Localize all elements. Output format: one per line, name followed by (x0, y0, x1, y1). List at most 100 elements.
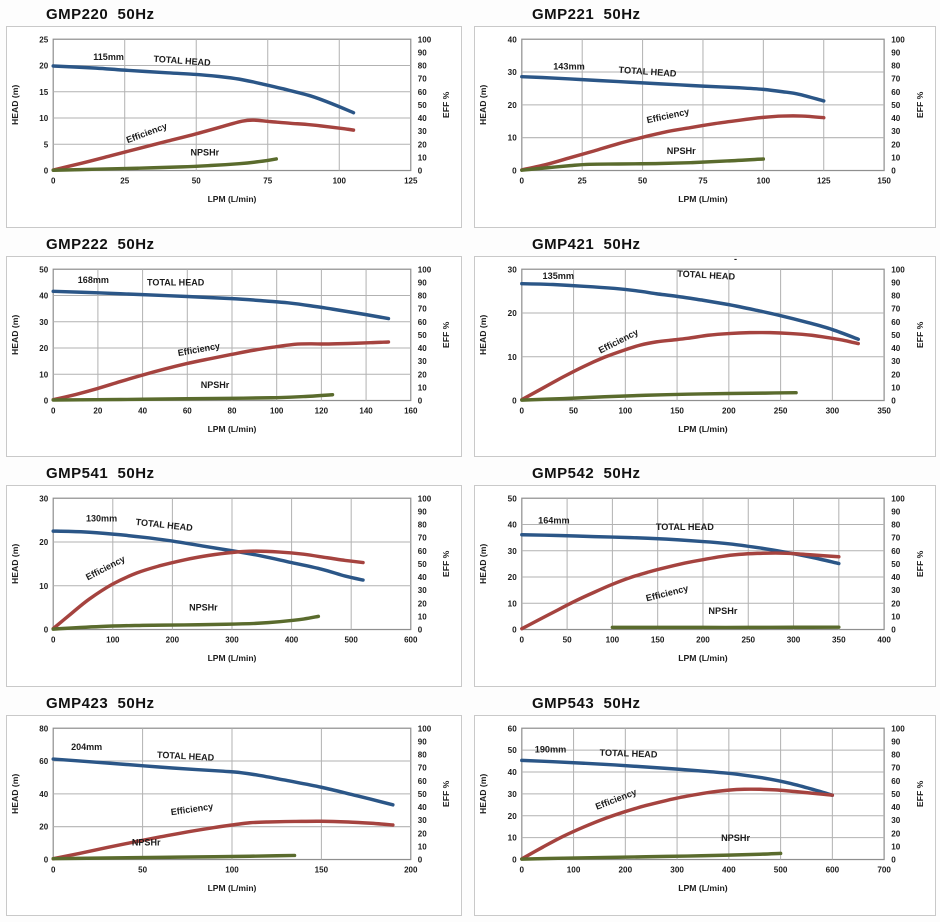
x-tick-label: 25 (120, 177, 129, 186)
chart-panel-gmp220: 0 25 50 75 100 125 0 5 10 15 20 25 0 10 20 30 40 50 60 70 80… (6, 26, 462, 228)
series-npshr (51, 853, 297, 860)
x-tick-label: 600 (404, 636, 418, 645)
y-right-tick-label: 30 (891, 816, 901, 825)
y-right-tick-label: 90 (418, 737, 427, 746)
y-right-tick-label: 0 (418, 167, 423, 176)
y-left-axis-label: HEAD (m) (10, 773, 20, 813)
pump-curve-chart-gmp423: 0 50 100 150 2000204060800102030405060708090… (10, 724, 451, 893)
chart-cell-gmp221: GMP221 50Hz 0 25 50 75 100 125 150 0 10 20 30 40 0 10… (474, 4, 936, 228)
y-right-tick-label: 70 (418, 304, 427, 313)
series-total-head (51, 529, 365, 582)
y-right-tick-label: 40 (891, 803, 901, 812)
y-right-axis-label: EFF % (441, 91, 451, 118)
x-tick-label: 400 (285, 636, 299, 645)
y-left-tick-label: 20 (508, 573, 518, 582)
chart-cell-gmp222: GMP222 50Hz 0 20 40 60 80 100 120 140 160 0 10 20 30… (6, 234, 462, 457)
y-right-tick-label: 0 (418, 855, 423, 864)
y-right-tick-label: 10 (418, 842, 427, 851)
x-tick-label: 75 (698, 177, 708, 186)
x-tick-label: 250 (741, 636, 755, 645)
chart-panel-gmp541: 0 100 200 300 400 500 600 0 10 20 30 0 10 20 30 40 50 60 7… (6, 485, 462, 687)
x-tick-label: 250 (774, 406, 788, 415)
y-right-tick-label: 80 (891, 291, 901, 300)
series-total-head (520, 758, 835, 797)
chart-cell-gmp421: GMP421 50Hz 0 50 100 150 200 250 300 350 0 10 20 30… (474, 234, 936, 457)
y-right-tick-label: 50 (418, 330, 427, 339)
y-right-tick-label: 10 (891, 383, 901, 392)
y-left-tick-label: 30 (39, 494, 48, 503)
x-tick-label: 200 (166, 636, 180, 645)
y-right-tick-label: 10 (418, 612, 427, 621)
chart-cell-gmp423: GMP423 50Hz 0 50 100 150 200 0 20 40 60 80 0 10 20 30… (6, 693, 462, 916)
x-tick-label: 75 (263, 177, 272, 186)
y-right-tick-label: 90 (891, 278, 901, 287)
chart-title-gmp221: GMP221 50Hz (532, 6, 641, 23)
y-right-tick-label: 100 (418, 494, 432, 503)
y-right-tick-label: 90 (418, 278, 427, 287)
y-right-tick-label: 20 (891, 140, 901, 149)
y-left-tick-label: 10 (39, 114, 48, 123)
y-right-tick-label: 20 (418, 370, 427, 379)
series-total-head (520, 281, 860, 341)
x-axis-label: LPM (L/min) (678, 194, 728, 204)
y-right-tick-label: 40 (891, 114, 901, 123)
y-right-tick-label: 0 (891, 626, 896, 635)
x-tick-label: 20 (93, 406, 102, 415)
x-tick-label: 0 (51, 636, 56, 645)
x-tick-label: 350 (832, 636, 846, 645)
y-left-tick-label: 20 (39, 538, 48, 547)
y-right-tick-label: 90 (418, 507, 427, 516)
annotation-164mm: 164mm (538, 516, 570, 526)
y-right-tick-label: 50 (418, 101, 427, 110)
y-left-tick-label: 60 (508, 724, 518, 733)
y-right-tick-label: 60 (418, 317, 427, 326)
pump-curve-chart-gmp222: 0 20 40 60 80 100 120 140 1600102030405001020304… (10, 265, 451, 434)
x-tick-label: 400 (722, 865, 736, 874)
y-right-tick-label: 70 (891, 75, 901, 84)
y-right-tick-label: 40 (418, 803, 427, 812)
x-axis-label: LPM (L/min) (678, 424, 728, 434)
series-npshr (520, 851, 783, 861)
x-tick-label: 200 (619, 865, 633, 874)
y-right-axis-label: EFF % (915, 550, 925, 577)
series-npshr (51, 157, 278, 172)
chart-cell-gmp543: GMP543 50Hz 0 100 200 300 400 500 600 700 0 10 20 3… (474, 693, 936, 916)
x-tick-label: 50 (569, 406, 579, 415)
y-left-tick-label: 0 (44, 396, 49, 405)
y-right-tick-label: 0 (891, 855, 896, 864)
series-npshr (520, 390, 798, 402)
y-left-axis-label: HEAD (m) (478, 314, 488, 354)
chart-title-gmp421: GMP421 50Hz (532, 235, 641, 253)
x-tick-label: 160 (404, 406, 418, 415)
x-tick-label: 350 (877, 406, 891, 415)
y-right-tick-label: 100 (891, 494, 905, 503)
x-tick-label: 0 (520, 865, 525, 874)
chart-panel-gmp421: 0 50 100 150 200 250 300 350 0 10 20 30 0 10 20 30 40 50 6… (474, 255, 936, 457)
y-right-tick-label: 30 (891, 357, 901, 366)
y-right-tick-label: 70 (418, 75, 427, 84)
annotation-npshr: NPSHr (708, 606, 737, 616)
x-tick-label: 100 (333, 177, 347, 186)
plot-area (52, 38, 412, 172)
y-left-tick-label: 0 (44, 167, 49, 176)
x-axis-label: LPM (L/min) (208, 653, 257, 663)
y-right-tick-label: 80 (891, 62, 901, 71)
x-axis-label: LPM (L/min) (208, 194, 257, 204)
y-left-tick-label: 30 (39, 317, 48, 326)
annotation-total-head: TOTAL HEAD (157, 749, 215, 762)
x-tick-label: 50 (138, 865, 147, 874)
x-tick-label: 200 (722, 406, 736, 415)
y-right-tick-label: 60 (891, 547, 901, 556)
annotation-npshr: NPSHr (132, 837, 161, 847)
y-left-tick-label: 5 (44, 140, 49, 149)
y-right-tick-label: 30 (418, 127, 427, 136)
y-right-tick-label: 100 (891, 35, 905, 44)
x-tick-label: 80 (228, 406, 237, 415)
annotation-total-head: TOTAL HEAD (656, 522, 714, 532)
y-right-tick-label: 40 (891, 344, 901, 353)
y-right-tick-label: 60 (891, 88, 901, 97)
y-right-tick-label: 0 (891, 396, 896, 405)
y-right-tick-label: 10 (891, 153, 901, 162)
y-right-tick-label: 30 (891, 127, 901, 136)
y-left-tick-label: 30 (508, 547, 518, 556)
